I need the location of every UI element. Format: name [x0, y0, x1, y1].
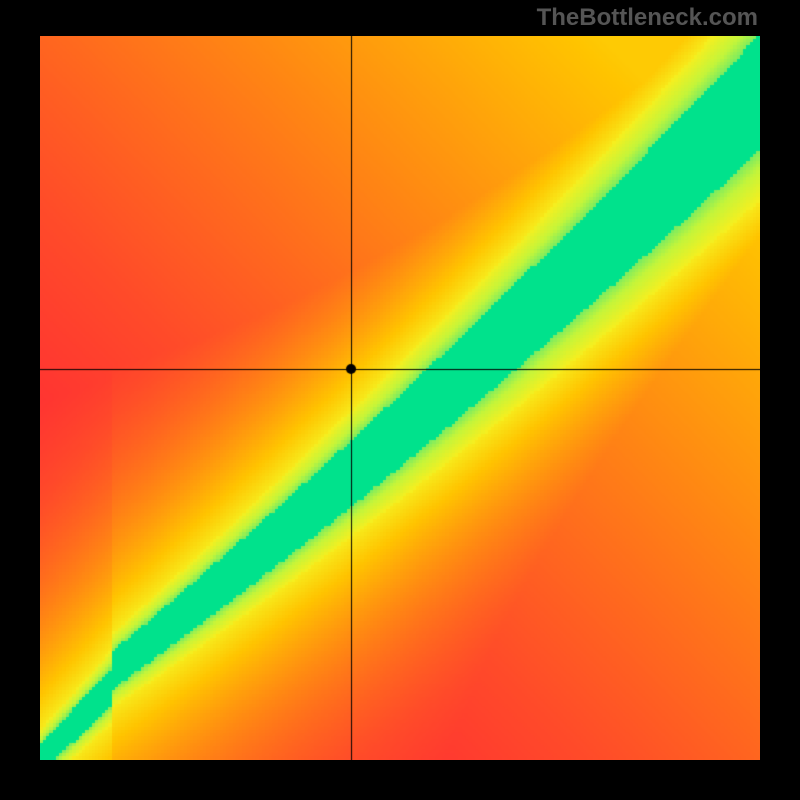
bottleneck-heatmap — [40, 36, 760, 760]
watermark-text: TheBottleneck.com — [537, 4, 758, 32]
chart-container: TheBottleneck.com — [0, 0, 800, 800]
